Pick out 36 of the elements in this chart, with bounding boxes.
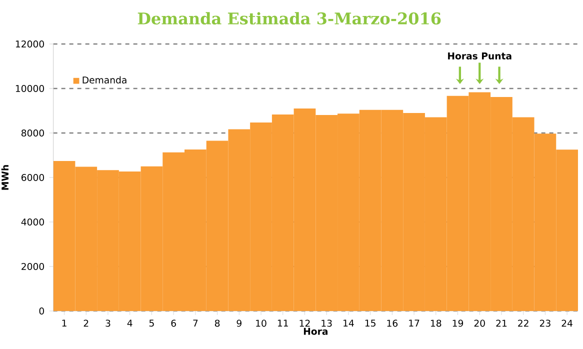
x-tick-label: 7 <box>193 320 198 326</box>
y-tick-label: 10000 <box>16 84 44 92</box>
y-tick-label: 8000 <box>22 129 44 137</box>
x-axis-title: Hora <box>304 328 328 335</box>
chart-title: Demanda Estimada 3-Marzo-2016 <box>138 12 441 25</box>
x-tick-label: 18 <box>430 320 442 327</box>
y-tick-label: 4000 <box>21 218 44 226</box>
x-tick-label: 9 <box>236 320 242 327</box>
x-tick-label: 24 <box>562 320 572 327</box>
y-tick-label: 12000 <box>16 40 44 48</box>
x-tick-label: 22 <box>518 320 528 327</box>
x-tick-label: 17 <box>409 320 420 326</box>
x-tick-label: 4 <box>127 320 132 326</box>
x-tick-label: 11 <box>278 320 288 326</box>
x-tick-label: 5 <box>149 320 154 327</box>
x-tick-label: 10 <box>256 320 266 327</box>
x-tick-label: 20 <box>474 320 485 327</box>
x-tick-label: 12 <box>300 320 310 327</box>
x-tick-label: 19 <box>452 320 464 327</box>
x-tick-label: 6 <box>171 320 176 327</box>
x-tick-label: 3 <box>106 320 110 327</box>
x-tick-label: 13 <box>322 320 332 327</box>
x-tick-label: 15 <box>365 320 376 327</box>
x-tick-label: 2 <box>84 320 88 327</box>
legend-label: Demanda <box>82 76 126 84</box>
y-tick-label: 6000 <box>22 174 44 182</box>
x-tick-label: 21 <box>496 320 507 327</box>
x-tick-label: 1 <box>62 320 66 326</box>
x-tick-label: 8 <box>214 320 220 327</box>
x-tick-label: 16 <box>387 320 398 327</box>
y-tick-label: 2000 <box>22 262 44 270</box>
y-axis-title: MWh <box>1 165 8 190</box>
x-tick-label: 14 <box>344 320 354 326</box>
y-tick-label: 0 <box>39 307 44 315</box>
x-tick-label: 23 <box>540 320 550 327</box>
annotation: Horas Punta <box>448 52 512 60</box>
